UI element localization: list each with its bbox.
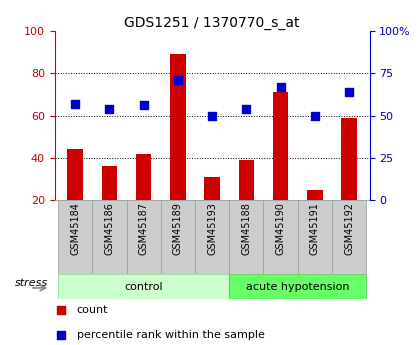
FancyBboxPatch shape (263, 200, 298, 274)
Bar (273, 92, 288, 200)
Text: stress: stress (15, 278, 48, 288)
Text: GSM45189: GSM45189 (173, 202, 183, 255)
Point (266, 13, 273, 19)
Bar (307, 189, 323, 200)
FancyBboxPatch shape (92, 200, 126, 274)
Point (312, 113, 318, 118)
Text: GSM45193: GSM45193 (207, 202, 217, 255)
Title: GDS1251 / 1370770_s_at: GDS1251 / 1370770_s_at (124, 16, 300, 30)
Point (140, 103, 147, 108)
Bar (205, 177, 220, 200)
Bar (239, 160, 254, 200)
Point (106, 106, 113, 111)
Text: GSM45190: GSM45190 (276, 202, 286, 255)
Text: acute hypotension: acute hypotension (246, 282, 349, 292)
Point (277, 84, 284, 90)
FancyBboxPatch shape (229, 200, 263, 274)
Point (72, 101, 79, 107)
Bar (170, 54, 186, 200)
Text: GSM45191: GSM45191 (310, 202, 320, 255)
FancyBboxPatch shape (229, 274, 366, 299)
FancyBboxPatch shape (298, 200, 332, 274)
FancyBboxPatch shape (58, 200, 92, 274)
Text: GSM45188: GSM45188 (241, 202, 251, 255)
Text: GSM45186: GSM45186 (105, 202, 114, 255)
FancyBboxPatch shape (161, 200, 195, 274)
FancyBboxPatch shape (332, 200, 366, 274)
Text: count: count (77, 305, 108, 315)
Point (209, 113, 215, 118)
Point (243, 106, 250, 111)
Point (174, 77, 181, 83)
Bar (136, 154, 151, 200)
FancyBboxPatch shape (58, 274, 229, 299)
FancyBboxPatch shape (126, 200, 161, 274)
Bar (341, 118, 357, 200)
Text: GSM45192: GSM45192 (344, 202, 354, 255)
Text: GSM45187: GSM45187 (139, 202, 149, 255)
FancyBboxPatch shape (195, 200, 229, 274)
Point (346, 89, 352, 95)
Point (266, 237, 273, 243)
Bar (102, 166, 117, 200)
Text: percentile rank within the sample: percentile rank within the sample (77, 330, 265, 340)
Text: control: control (124, 282, 163, 292)
Text: GSM45184: GSM45184 (70, 202, 80, 255)
Bar (68, 149, 83, 200)
